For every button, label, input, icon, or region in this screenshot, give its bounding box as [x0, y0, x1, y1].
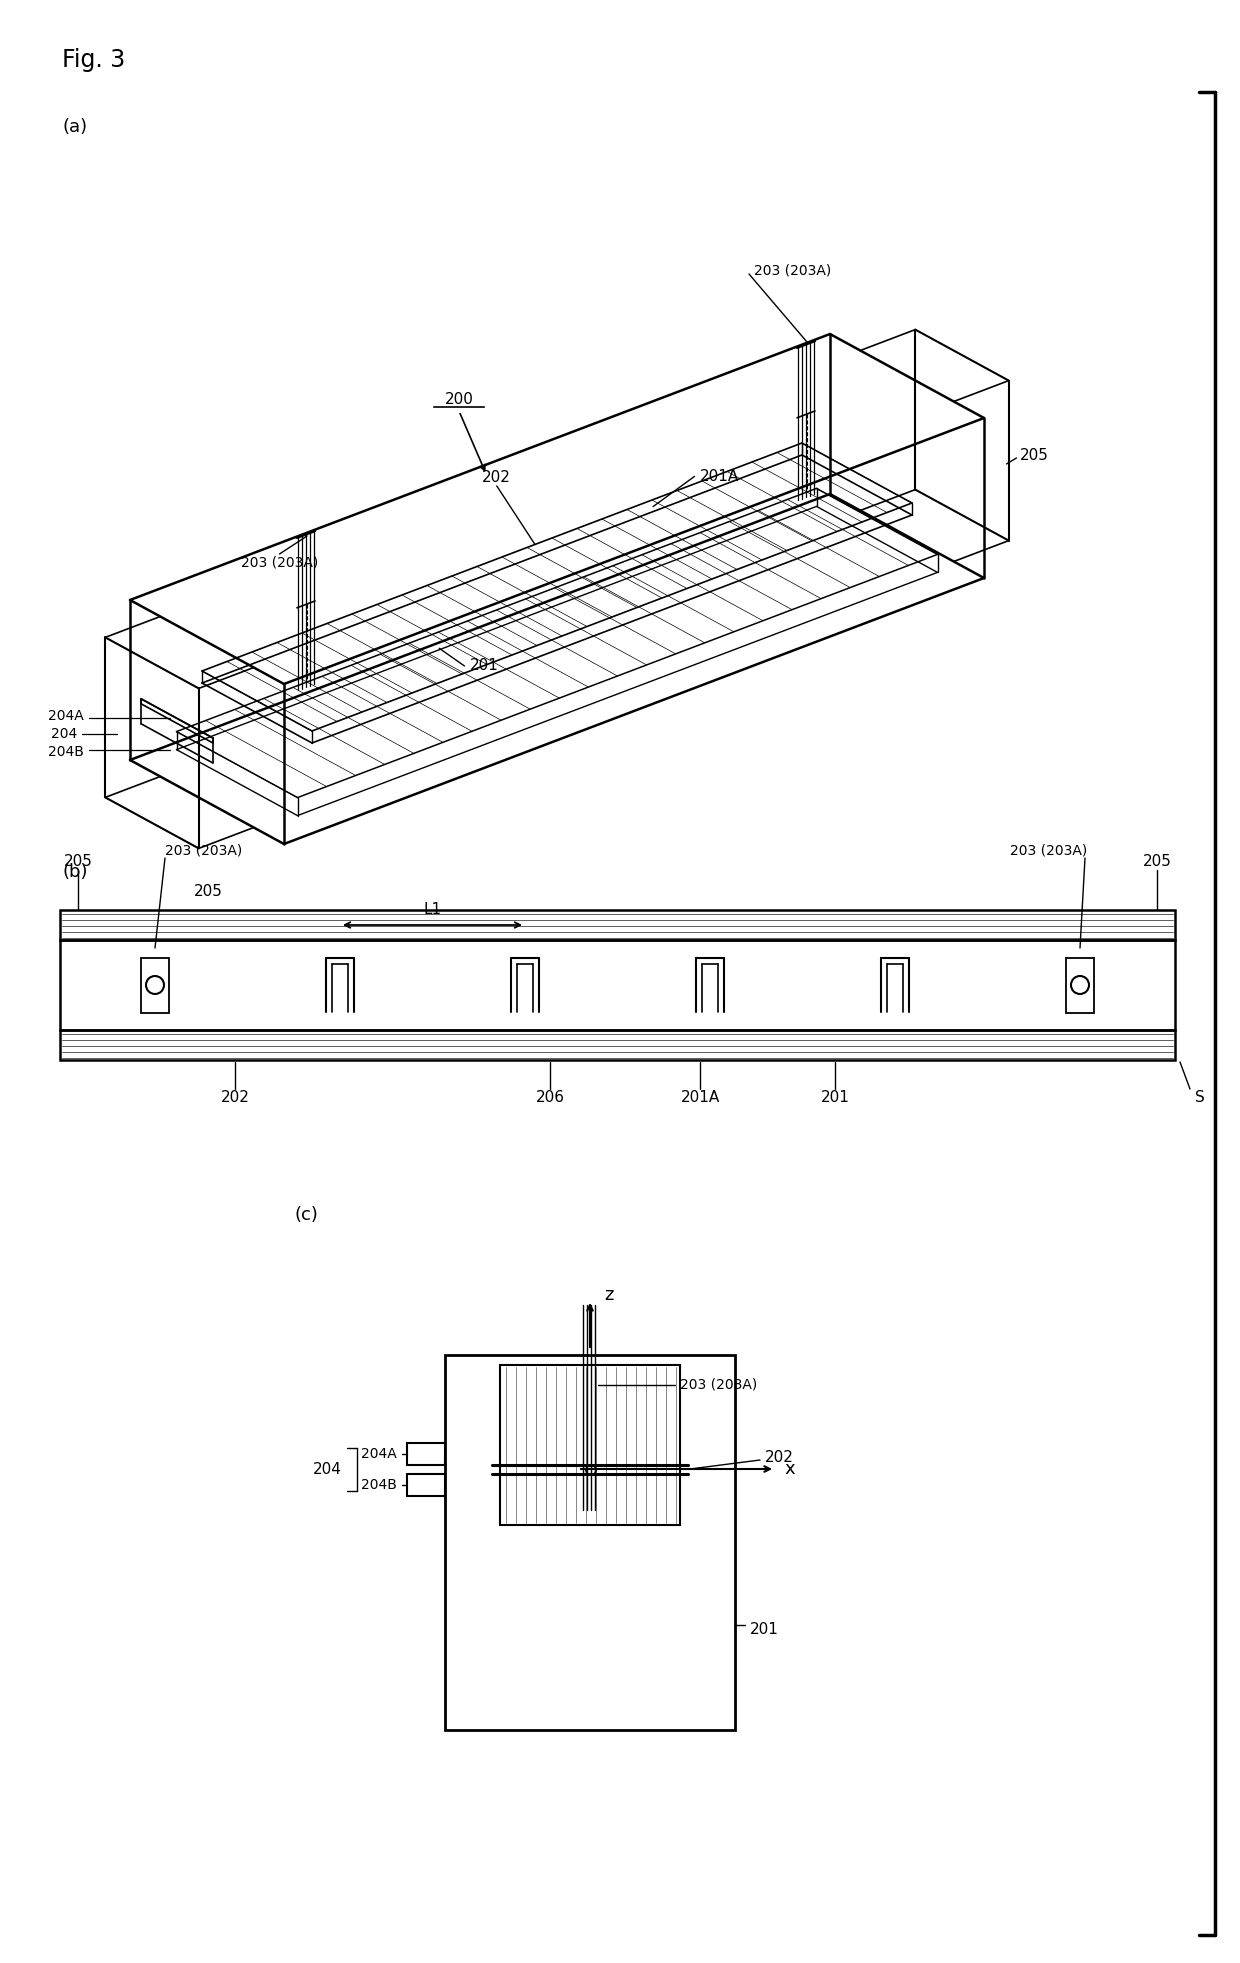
Bar [1066, 958, 1094, 1013]
Text: 203 (203A): 203 (203A) [1011, 842, 1087, 858]
Text: 202: 202 [765, 1449, 794, 1464]
Text: 204: 204 [51, 728, 77, 742]
Text: 203 (203A): 203 (203A) [241, 556, 319, 569]
Text: 203 (203A): 203 (203A) [680, 1378, 758, 1392]
Text: 203 (203A): 203 (203A) [165, 842, 242, 858]
Bar [141, 958, 169, 1013]
Text: 205: 205 [195, 883, 223, 899]
Bar [60, 911, 1176, 940]
Text: (b): (b) [62, 864, 88, 881]
Text: 202: 202 [221, 1091, 249, 1105]
Bar [407, 1443, 445, 1464]
Text: 201A: 201A [681, 1091, 719, 1105]
Text: 204B: 204B [361, 1478, 397, 1492]
Text: 203 (203A): 203 (203A) [754, 263, 831, 279]
Bar [407, 1474, 445, 1496]
Bar [500, 1364, 680, 1525]
Text: S: S [1195, 1091, 1205, 1105]
Text: (a): (a) [62, 118, 87, 135]
Text: 204: 204 [314, 1462, 342, 1476]
Bar [60, 1031, 1176, 1060]
Bar [445, 1354, 735, 1729]
Text: (c): (c) [295, 1205, 319, 1225]
Text: 205: 205 [1142, 854, 1172, 870]
Text: 204A: 204A [361, 1447, 397, 1460]
Text: L1: L1 [423, 901, 441, 917]
Text: 206: 206 [536, 1091, 564, 1105]
Text: x: x [785, 1460, 795, 1478]
Text: Fig. 3: Fig. 3 [62, 47, 125, 73]
Text: 201: 201 [821, 1091, 849, 1105]
Bar [60, 940, 1176, 1031]
Text: 204B: 204B [48, 746, 84, 760]
Text: 205: 205 [63, 854, 93, 870]
Text: 205: 205 [1019, 448, 1048, 463]
Text: z: z [604, 1286, 614, 1303]
Text: 200: 200 [445, 391, 474, 406]
Text: 201A: 201A [699, 469, 739, 485]
Text: 204A: 204A [48, 709, 84, 722]
Text: 201: 201 [470, 658, 498, 673]
Text: 202: 202 [482, 471, 511, 485]
Text: 201: 201 [750, 1623, 779, 1637]
